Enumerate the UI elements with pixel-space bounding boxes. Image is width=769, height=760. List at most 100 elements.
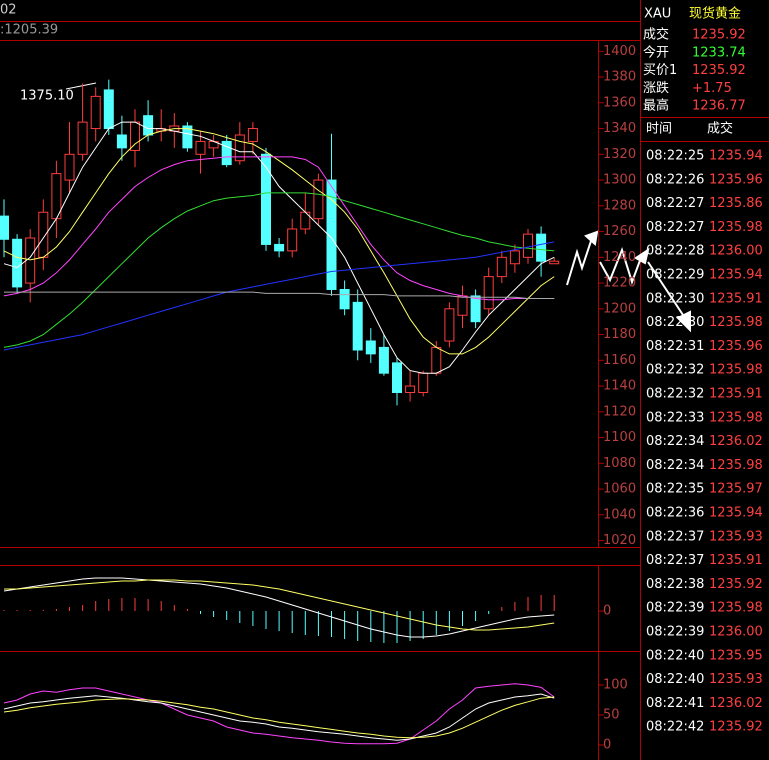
y-tick-label: 1020: [603, 533, 636, 548]
tick-time: 08:22:39: [646, 625, 704, 640]
candle-body: [195, 140, 206, 155]
tick-header: 时间: [646, 122, 672, 137]
tick-time: 08:22:40: [646, 648, 704, 663]
tick-price: 1235.96: [709, 339, 763, 354]
y-tick-label: 1060: [603, 482, 636, 497]
candle-body: [64, 153, 75, 181]
candle-body: [326, 179, 337, 290]
candle-body: [523, 233, 533, 258]
tick-price: 1235.94: [709, 506, 763, 521]
y-tick-label: 1120: [603, 404, 636, 419]
annotation-arrowhead: [634, 247, 650, 265]
y-tick-label: 1200: [603, 301, 636, 316]
candle-body: [457, 295, 468, 316]
candle-body: [103, 89, 114, 130]
tick-price: 1235.98: [709, 315, 763, 330]
tick-price: 1235.91: [709, 291, 763, 306]
candle-body: [405, 385, 416, 393]
tick-price: 1235.98: [709, 363, 763, 378]
quote-label: 今开: [643, 44, 669, 60]
candle-body: [418, 372, 429, 393]
y-tick-label: 1240: [603, 250, 636, 265]
tick-time: 08:22:31: [646, 339, 704, 354]
candle-body: [25, 237, 36, 284]
y-tick-label: 100: [603, 678, 628, 693]
annotation-arrowhead: [676, 310, 691, 333]
tick-time: 08:22:34: [646, 434, 704, 449]
candle-body: [287, 228, 298, 252]
tick-time: 08:22:36: [646, 506, 704, 521]
indicator-line: [3, 577, 555, 638]
tick-time: 08:22:34: [646, 458, 704, 473]
y-tick-label: 1300: [603, 173, 636, 188]
candle-body: [378, 346, 389, 374]
candle-body: [38, 211, 49, 258]
tick-time: 08:22:32: [646, 387, 704, 402]
candle-body: [130, 121, 140, 151]
candle-body: [509, 250, 520, 265]
tick-price: 1235.98: [709, 220, 763, 235]
y-tick-label: 1260: [603, 224, 636, 239]
tick-price: 1235.97: [709, 482, 763, 497]
candle-body: [483, 276, 494, 310]
candle-body: [352, 301, 363, 351]
candle-body: [470, 295, 481, 323]
quote-value: 1235.92: [692, 63, 746, 78]
tick-time: 08:22:41: [646, 696, 704, 711]
y-tick-label: 1400: [603, 44, 636, 59]
quote-value: 1236.77: [692, 99, 746, 114]
y-tick-label: 1360: [603, 95, 636, 110]
tick-time: 08:22:37: [646, 529, 704, 544]
indicator-line: [3, 693, 555, 741]
tick-price: 1235.92: [709, 577, 763, 592]
candle-body: [234, 134, 245, 162]
candle-body: [339, 288, 350, 310]
candle-body: [77, 121, 88, 155]
candle-body: [116, 134, 127, 149]
candle-body: [221, 140, 232, 166]
indicator-line: [3, 128, 555, 355]
candle-body: [444, 308, 455, 342]
symbol: XAU: [644, 7, 671, 22]
quote-label: 买价1: [643, 63, 677, 78]
y-tick-label: 1280: [603, 198, 636, 213]
candle-body: [182, 125, 193, 149]
tick-time: 08:22:35: [646, 482, 704, 497]
indicator-line: [4, 579, 555, 631]
candle-body: [0, 215, 9, 240]
indicator-line: [3, 241, 555, 351]
y-tick-label: 1160: [603, 353, 636, 368]
annotation-arrow: [647, 261, 686, 319]
y-tick-label: 1220: [603, 276, 636, 291]
indicator-line: [3, 156, 555, 301]
tick-time: 08:22:32: [646, 363, 704, 378]
tick-price: 1235.94: [709, 149, 763, 164]
indicator-line: [3, 121, 555, 374]
tick-price: 1235.95: [709, 648, 763, 663]
candle-body: [549, 260, 560, 265]
tick-price: 1236.02: [709, 434, 763, 449]
tick-time: 08:22:26: [646, 172, 704, 187]
tick-time: 08:22:27: [646, 220, 704, 235]
tick-time: 08:22:30: [646, 315, 704, 330]
candle-body: [261, 153, 271, 245]
candle-body: [496, 256, 507, 278]
tick-price: 1235.98: [709, 601, 763, 616]
high-annotation: 1375.10: [20, 89, 74, 104]
tick-price: 1235.96: [709, 172, 763, 187]
tick-time: 08:22:42: [646, 720, 704, 735]
tick-price: 1235.92: [709, 720, 763, 735]
tick-price: 1235.93: [709, 672, 763, 687]
quote-label: 最高: [643, 98, 669, 114]
tick-time: 08:22:29: [646, 268, 704, 283]
tick-price: 1236.02: [709, 696, 763, 711]
indicator-line: [4, 291, 555, 299]
tick-time: 08:22:37: [646, 553, 704, 568]
y-tick-label: 1380: [603, 70, 636, 85]
quote-value: 1233.74: [692, 45, 746, 60]
tick-time: 08:22:25: [646, 149, 704, 164]
tick-price: 1235.94: [709, 268, 763, 283]
annotation-leader: [65, 82, 97, 90]
tick-time: 08:22:30: [646, 291, 704, 306]
